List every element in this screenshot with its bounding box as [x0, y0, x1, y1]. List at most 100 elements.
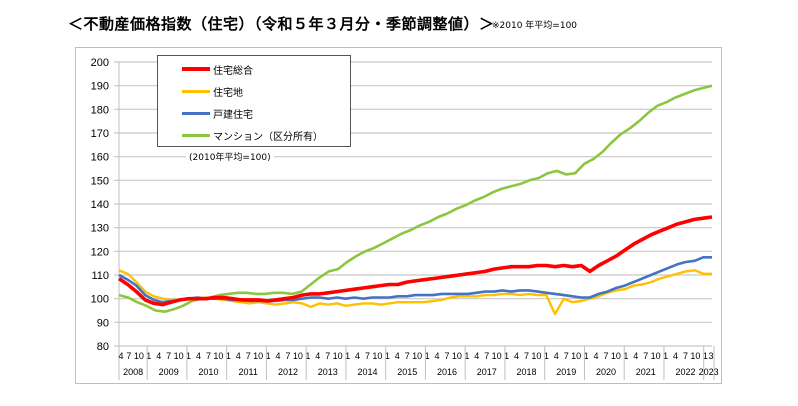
x-tick-month: 1 [385, 351, 390, 361]
y-tick-label: 180 [91, 104, 109, 116]
x-tick-month: 4 [156, 351, 161, 361]
x-tick-month: 1 [226, 351, 231, 361]
y-tick-label: 170 [91, 128, 109, 140]
x-tick-month: 4 [236, 351, 241, 361]
x-tick-month: 7 [285, 351, 290, 361]
x-tick-month: 10 [531, 351, 541, 361]
y-tick-label: 190 [91, 81, 109, 93]
x-tick-month: 1 [504, 351, 509, 361]
legend-item-house: 戸建住宅 [182, 106, 253, 121]
legend-item-land: 住宅地 [182, 84, 243, 99]
x-tick-month: 7 [166, 351, 171, 361]
y-tick-label: 130 [91, 223, 109, 235]
x-tick-year: 2014 [357, 367, 377, 377]
base-year-note: ※2010 年平均=100 [492, 21, 578, 31]
x-tick-month: 10 [412, 351, 422, 361]
y-tick-label: 140 [91, 199, 109, 211]
x-tick-month: 7 [564, 351, 569, 361]
x-tick-month: 1 [345, 351, 350, 361]
x-tick-month: 1 [464, 351, 469, 361]
x-tick-month: 7 [325, 351, 330, 361]
y-tick-label: 100 [91, 294, 109, 306]
x-tick-month: 7 [365, 351, 370, 361]
x-tick-year: 2011 [239, 367, 258, 377]
x-tick-month: 10 [571, 351, 581, 361]
legend-swatch-condo [182, 133, 210, 137]
x-tick-year: 2018 [516, 367, 536, 377]
x-tick-month: 7 [683, 351, 688, 361]
legend-label-house: 戸建住宅 [213, 109, 253, 121]
x-tick-month: 4 [395, 351, 400, 361]
x-tick-year: 2020 [596, 367, 616, 377]
x-tick-month: 4 [355, 351, 360, 361]
x-tick-month: 7 [444, 351, 449, 361]
x-tick-year: 2016 [437, 367, 457, 377]
x-tick-month: 10 [253, 351, 263, 361]
x-tick-month: 4 [435, 351, 440, 361]
x-tick-year: 2013 [318, 367, 338, 377]
x-tick-month: 4 [315, 351, 320, 361]
x-tick-month: 10 [333, 351, 343, 361]
y-tick-label: 90 [97, 317, 109, 329]
series-line-1 [118, 269, 712, 316]
x-tick-month: 7 [484, 351, 489, 361]
legend-label-total: 住宅総合 [213, 65, 253, 77]
x-tick-month: 1 [305, 351, 310, 361]
y-tick-label: 80 [97, 341, 109, 353]
x-tick-month: 1 [146, 351, 151, 361]
y-tick-label: 110 [91, 270, 109, 282]
legend-item-total: 住宅総合 [182, 62, 253, 77]
x-tick-year: 2010 [198, 367, 218, 377]
x-tick-month: 4 [474, 351, 479, 361]
y-tick-label: 120 [91, 246, 109, 258]
x-tick-year: 2009 [159, 367, 179, 377]
x-tick-month: 1 [584, 351, 589, 361]
x-tick-month: 7 [206, 351, 211, 361]
x-tick-month: 10 [611, 351, 621, 361]
x-tick-month: 7 [524, 351, 529, 361]
x-tick-month: 7 [405, 351, 410, 361]
x-tick-month: 7 [603, 351, 608, 361]
chart-subtitle: (2010年平均=100) [186, 150, 274, 163]
x-tick-month: 3 [708, 351, 713, 361]
x-tick-year: 2008 [123, 367, 143, 377]
x-tick-month: 4 [276, 351, 281, 361]
legend-swatch-land [182, 89, 210, 93]
x-tick-month: 4 [594, 351, 599, 361]
y-tick-label: 150 [91, 175, 109, 187]
x-tick-month: 1 [703, 351, 708, 361]
x-tick-month: 7 [246, 351, 251, 361]
legend-item-condo: マンション（区分所有） [182, 128, 323, 143]
legend-label-land: 住宅地 [213, 87, 243, 99]
series-line-0 [117, 215, 713, 307]
x-tick-year: 2023 [699, 367, 719, 377]
x-tick-month: 10 [213, 351, 223, 361]
x-tick-month: 10 [174, 351, 184, 361]
x-tick-month: 1 [266, 351, 271, 361]
x-tick-year: 2012 [278, 367, 298, 377]
chart-legend: 住宅総合 住宅地 戸建住宅 マンション（区分所有） [157, 55, 351, 147]
x-tick-month: 4 [554, 351, 559, 361]
x-tick-month: 10 [651, 351, 661, 361]
x-tick-year: 2019 [556, 367, 576, 377]
x-tick-month: 7 [643, 351, 648, 361]
x-tick-month: 4 [196, 351, 201, 361]
x-tick-month: 10 [293, 351, 303, 361]
x-tick-month: 1 [544, 351, 549, 361]
legend-label-condo: マンション（区分所有） [213, 131, 323, 143]
x-tick-year: 2017 [477, 367, 497, 377]
x-tick-month: 10 [134, 351, 144, 361]
x-tick-month: 4 [633, 351, 638, 361]
y-tick-label: 160 [91, 152, 109, 164]
x-tick-month: 1 [663, 351, 668, 361]
x-tick-month: 4 [514, 351, 519, 361]
x-tick-month: 1 [623, 351, 628, 361]
chart-title: ＜不動産価格指数（住宅）（令和５年３月分・季節調整値）＞ [68, 15, 495, 33]
legend-swatch-total [182, 67, 210, 71]
series-line-3 [118, 84, 713, 314]
x-tick-month: 7 [126, 351, 131, 361]
x-tick-year: 2022 [675, 367, 695, 377]
x-tick-year: 2015 [397, 367, 417, 377]
x-tick-month: 4 [118, 351, 123, 361]
